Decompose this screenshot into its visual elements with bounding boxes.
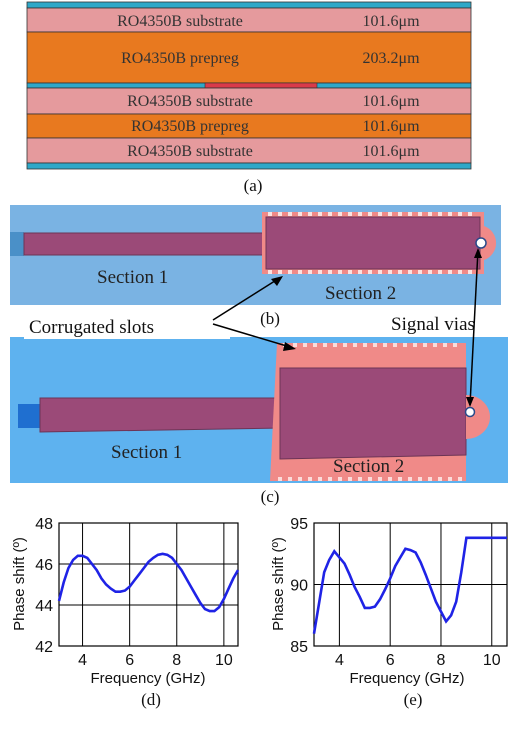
- signal-via-c: [464, 406, 476, 418]
- corrugated-slots-label: Corrugated slots: [29, 317, 154, 338]
- trace-section1-b: [23, 232, 269, 256]
- stackup-diagram: RO4350B substrate 101.6μm RO4350B prepre…: [26, 1, 472, 195]
- bottom-copper: [26, 162, 472, 170]
- layer-prepreg-2: [26, 113, 472, 139]
- plot-d-ytick-label: 46: [35, 557, 53, 574]
- arrowhead-slots-c: [283, 342, 296, 351]
- plot-d-ytick-label: 48: [35, 516, 53, 533]
- plot-e-series: [312, 536, 507, 634]
- plot-e-ytick-label: 90: [290, 578, 308, 595]
- corrugation-top-c: [283, 343, 457, 347]
- plot-e-ticks: 4 6 8 10 85 90 95: [290, 516, 501, 669]
- caption-a: (a): [244, 176, 263, 195]
- plot-e-ytick-label: 95: [290, 516, 308, 533]
- stripline-trace: [204, 82, 318, 89]
- caption-e: (e): [404, 690, 423, 709]
- layer-2-thickness: 203.2μm: [362, 50, 420, 67]
- arrowhead-via-b: [474, 248, 482, 258]
- annotations: Corrugated slots Signal vias: [24, 248, 508, 407]
- plot-e-xtick-label: 6: [386, 652, 395, 669]
- layer-1-name: RO4350B substrate: [117, 13, 243, 30]
- plot-d-frame: [58, 522, 239, 647]
- section2-label-b: Section 2: [325, 283, 396, 304]
- corrugation-top-b: [268, 212, 472, 216]
- top-copper: [26, 1, 472, 9]
- plot-d-xlabel: Frequency (GHz): [90, 670, 205, 687]
- plot-d-ylabel: Phase shift (º): [11, 537, 28, 631]
- feed-stub-b: [10, 232, 24, 256]
- plot-e-xtick-label: 8: [437, 652, 446, 669]
- plot-e-ylabel: Phase shift (º): [270, 537, 287, 631]
- plot-d-ytick-label: 42: [35, 639, 53, 656]
- arrow-slots-c: [212, 323, 291, 348]
- layer-4-name: RO4350B prepreg: [131, 118, 249, 135]
- arrow-slots-b: [212, 278, 279, 321]
- corrugation-bottom-c: [278, 477, 462, 481]
- layer-prepreg-1: [26, 31, 472, 84]
- caption-d: (d): [141, 690, 161, 709]
- layer-substrate-3: [26, 137, 472, 164]
- plot-e-xlabel: Frequency (GHz): [349, 670, 464, 687]
- layout-b: Section 1 Section 2 (b): [10, 205, 501, 328]
- trace-section2-b: [265, 216, 481, 270]
- via-pad-b: [484, 226, 497, 260]
- layer-5-name: RO4350B substrate: [127, 143, 253, 160]
- signal-vias-label: Signal vias: [391, 314, 475, 335]
- section2-label-c: Section 2: [333, 456, 404, 477]
- plot-d-xtick-label: 4: [78, 652, 87, 669]
- trace-section2-c: [279, 367, 467, 460]
- plot-e-xtick-label: 10: [483, 652, 501, 669]
- layer-2-name: RO4350B prepreg: [121, 50, 239, 67]
- trace-section1-c: [39, 397, 284, 433]
- arrow-vias: [469, 249, 479, 406]
- section1-label-c: Section 1: [111, 442, 182, 463]
- layout-c: Section 1 Section 2 (c): [10, 337, 508, 506]
- layer-1-thickness: 101.6μm: [362, 13, 420, 30]
- plot-d-grid: [59, 523, 238, 646]
- plot-e-ytick-label: 85: [290, 639, 308, 656]
- plot-d-series: [57, 552, 240, 613]
- signal-via-b: [475, 237, 487, 249]
- plot-d-xtick-label: 8: [172, 652, 181, 669]
- layer-substrate-1: [26, 7, 472, 33]
- corrugation-bottom-b: [268, 270, 472, 274]
- section1-label-b: Section 1: [97, 267, 168, 288]
- via-pad-c: [466, 395, 490, 439]
- plot-d-ytick-label: 44: [35, 598, 53, 615]
- plot-d-xtick-label: 6: [125, 652, 134, 669]
- arrowhead-slots-b: [271, 276, 283, 286]
- caption-c: (c): [261, 487, 280, 506]
- layer-substrate-2: [26, 87, 472, 115]
- layer-5-thickness: 101.6μm: [362, 143, 420, 160]
- arrowhead-via-c: [466, 397, 474, 407]
- layer-4-thickness: 101.6μm: [362, 118, 420, 135]
- layer-3-name: RO4350B substrate: [127, 93, 253, 110]
- plot-d-xtick-label: 10: [215, 652, 233, 669]
- caption-b: (b): [260, 309, 280, 328]
- annotation-bg-left: [24, 311, 230, 339]
- plot-e: 4 6 8 10 85 90 95 Frequency (GHz) Phase shift …: [270, 516, 508, 709]
- feed-stub-c: [18, 404, 40, 428]
- plot-e-grid: [314, 523, 507, 646]
- layer-3-thickness: 101.6μm: [362, 93, 420, 110]
- annotation-bg-right: [386, 309, 508, 337]
- plot-e-xtick-label: 4: [335, 652, 344, 669]
